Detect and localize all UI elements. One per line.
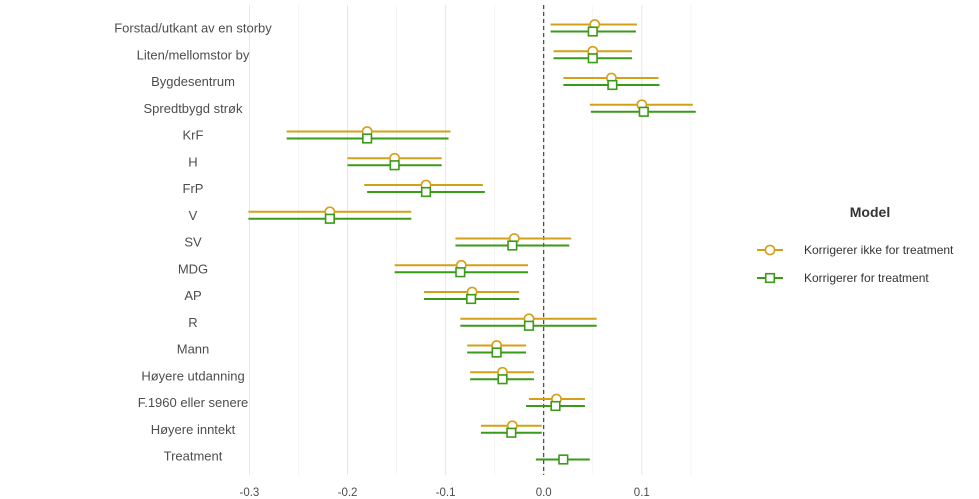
category-label: MDG [178, 261, 208, 276]
category-label: Høyere inntekt [151, 422, 236, 437]
x-tick-label: 0.1 [634, 487, 650, 499]
point-estimate-square [420, 186, 432, 198]
point-estimate-square [558, 454, 569, 465]
x-tick-label: -0.1 [436, 487, 456, 499]
category-label-layer: Forstad/utkant av en storby Liten/melloms… [114, 21, 272, 464]
category-label: Treatment [164, 449, 223, 464]
legend-key-square [764, 272, 776, 284]
point-estimate-square [587, 26, 598, 37]
point-estimate-square [550, 400, 561, 412]
category-label: V [189, 208, 198, 223]
point-estimate-square [389, 160, 400, 171]
category-label: Spredtbygd strøk [144, 101, 243, 116]
category-label: R [188, 315, 197, 330]
point-estimate-square [362, 133, 373, 144]
point-estimate-square [607, 79, 618, 91]
category-label: Forstad/utkant av en storby [114, 21, 272, 36]
category-label: H [188, 154, 197, 169]
series-layer [248, 19, 696, 465]
category-label: Bygdesentrum [151, 74, 235, 89]
x-tick-label: 0.0 [536, 487, 552, 499]
point-estimate-square [587, 53, 598, 64]
point-estimate-square [455, 267, 466, 278]
category-label: KrF [183, 128, 204, 143]
point-estimate-square [491, 347, 502, 358]
legend-label: Korrigerer for treatment [804, 271, 929, 285]
category-label: SV [184, 235, 202, 250]
category-label: F.1960 eller senere [138, 395, 249, 410]
point-estimate-square [523, 320, 535, 331]
point-estimate-square [507, 240, 518, 251]
category-label: FrP [183, 181, 204, 196]
category-label: Mann [177, 342, 210, 357]
legend-item: Korrigerer ikke for treatment [757, 243, 954, 257]
point-estimate-square [324, 213, 335, 224]
x-tick-label-layer: -0.3 -0.2 -0.1 0.0 0.1 [240, 487, 650, 499]
category-label: AP [184, 288, 201, 303]
point-estimate-square [497, 374, 508, 385]
point-estimate-square [506, 427, 517, 438]
x-tick-label: -0.2 [338, 487, 358, 499]
legend: Model Korrigerer ikke for treatment Korrig… [757, 204, 954, 285]
legend-label: Korrigerer ikke for treatment [804, 243, 954, 257]
x-tick-label: -0.3 [240, 487, 260, 499]
legend-item: Korrigerer for treatment [757, 271, 929, 285]
legend-key-circle [764, 244, 776, 256]
legend-title: Model [850, 204, 890, 220]
series-without-treatment [248, 19, 693, 432]
category-label: Liten/mellomstor by [137, 47, 250, 62]
grid-layer [248, 5, 692, 475]
point-estimate-square [638, 106, 649, 117]
series-with-treatment [248, 26, 696, 465]
category-label: Høyere utdanning [141, 368, 244, 383]
point-estimate-square [466, 293, 477, 305]
